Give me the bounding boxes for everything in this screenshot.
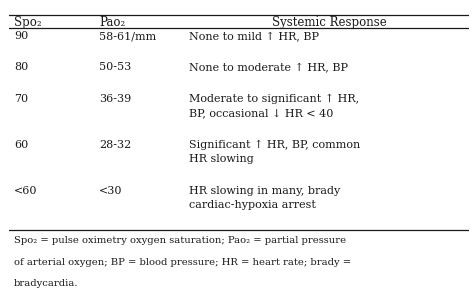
Text: Moderate to significant ↑ HR,
BP, occasional ↓ HR < 40: Moderate to significant ↑ HR, BP, occasi…: [189, 94, 359, 118]
Text: <30: <30: [99, 186, 123, 196]
Text: <60: <60: [14, 186, 37, 196]
Text: 36-39: 36-39: [99, 94, 131, 104]
Text: 90: 90: [14, 31, 28, 41]
Text: Spo₂ = pulse oximetry oxygen saturation; Pao₂ = partial pressure: Spo₂ = pulse oximetry oxygen saturation;…: [14, 236, 346, 245]
Text: of arterial oxygen; BP = blood pressure; HR = heart rate; brady =: of arterial oxygen; BP = blood pressure;…: [14, 258, 351, 267]
Text: None to moderate ↑ HR, BP: None to moderate ↑ HR, BP: [189, 62, 348, 72]
Text: 58-61/mm: 58-61/mm: [99, 31, 156, 41]
Text: Systemic Response: Systemic Response: [272, 16, 386, 29]
Text: 50-53: 50-53: [99, 62, 131, 72]
Text: Significant ↑ HR, BP, common
HR slowing: Significant ↑ HR, BP, common HR slowing: [189, 140, 360, 164]
Text: bradycardia.: bradycardia.: [14, 279, 79, 288]
Text: 80: 80: [14, 62, 28, 72]
Text: 28-32: 28-32: [99, 140, 131, 150]
Text: Pao₂: Pao₂: [99, 16, 126, 29]
Text: 60: 60: [14, 140, 28, 150]
Text: None to mild ↑ HR, BP: None to mild ↑ HR, BP: [189, 31, 319, 41]
Text: 70: 70: [14, 94, 28, 104]
Text: HR slowing in many, brady
cardiac-hypoxia arrest: HR slowing in many, brady cardiac-hypoxi…: [189, 186, 340, 210]
Text: Spo₂: Spo₂: [14, 16, 42, 29]
